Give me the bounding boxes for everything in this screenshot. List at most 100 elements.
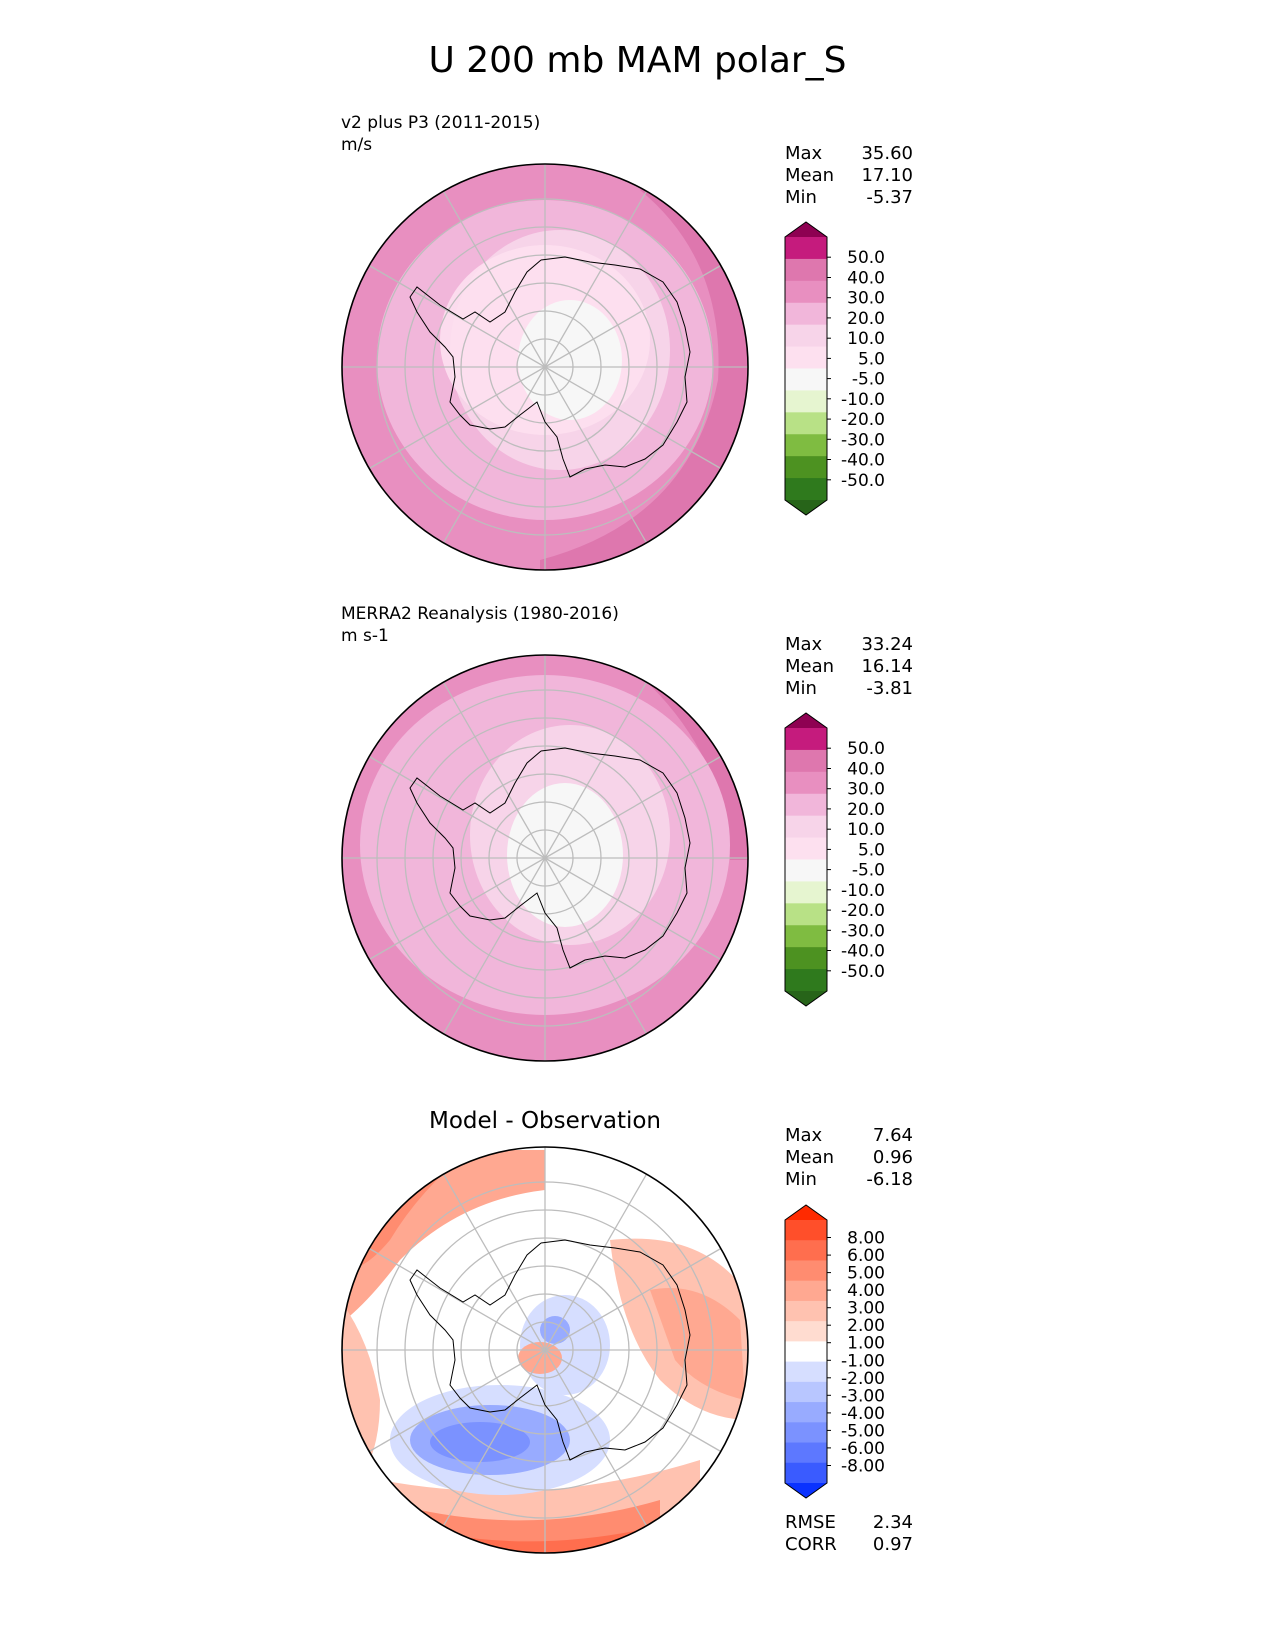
colorbar-segment bbox=[785, 1341, 827, 1363]
map-boundary bbox=[341, 654, 749, 1062]
colorbar-tick-label: -4.00 bbox=[841, 1404, 885, 1424]
colorbar-tick-label: -5.0 bbox=[852, 861, 885, 881]
colorbar-tick-label: 20.0 bbox=[847, 309, 885, 329]
figure-title: U 200 mb MAM polar_S bbox=[428, 40, 847, 81]
colorbar-tick-label: 40.0 bbox=[847, 269, 885, 289]
panel2-units: m s-1 bbox=[341, 626, 389, 646]
colorbar-outline bbox=[784, 712, 828, 1007]
rmse-label: RMSE bbox=[785, 1512, 836, 1533]
colorbar-segment bbox=[785, 881, 827, 904]
colorbar-tick-label: -8.00 bbox=[841, 1457, 885, 1477]
rmse-value: 2.34 bbox=[872, 1512, 913, 1533]
meridian-gridline bbox=[544, 190, 648, 368]
colorbar-segment bbox=[785, 237, 827, 260]
meridian-gridline bbox=[442, 190, 546, 368]
colorbar-tick-label: -1.00 bbox=[841, 1351, 885, 1371]
colorbar-tick-label: 20.0 bbox=[847, 800, 885, 820]
meridian-gridline bbox=[544, 755, 722, 859]
colorbar-outline bbox=[784, 1204, 828, 1499]
colorbar-tick-label: 2.00 bbox=[847, 1316, 885, 1336]
panel1-title-line1: v2 plus P3 (2011-2015) bbox=[341, 113, 541, 133]
antarctica-coast bbox=[409, 1239, 691, 1461]
colorbar-segment bbox=[785, 815, 827, 839]
colorbar-segment bbox=[785, 947, 827, 970]
meridian-gridline bbox=[544, 366, 648, 544]
corr-label: CORR bbox=[785, 1534, 837, 1555]
colorbar-segment bbox=[785, 1280, 827, 1302]
stat-label: Mean bbox=[785, 1147, 835, 1168]
meridian-gridline bbox=[544, 366, 722, 470]
map-gridlines bbox=[342, 164, 748, 1553]
stat-label: Max bbox=[785, 143, 823, 164]
meridian-gridline bbox=[368, 264, 546, 368]
meridian-gridline bbox=[544, 857, 648, 1035]
colorbars: 50.040.030.020.010.05.0-5.0-10.0-20.0-30… bbox=[784, 221, 885, 1499]
colorbar-segment bbox=[785, 456, 827, 479]
colorbar-extend-top bbox=[785, 713, 827, 728]
colorbar-extend-top bbox=[785, 1205, 827, 1220]
colorbar-segment bbox=[785, 412, 827, 435]
meridian-gridline bbox=[544, 1349, 648, 1527]
meridian-gridline bbox=[544, 264, 722, 368]
meridian-gridline bbox=[442, 681, 546, 859]
colorbar-tick-label: -10.0 bbox=[841, 390, 885, 410]
antarctica-coast bbox=[409, 256, 691, 478]
colorbar-segment bbox=[785, 903, 827, 926]
colorbar-tick-label: -50.0 bbox=[841, 471, 885, 491]
stat-label: Mean bbox=[785, 165, 835, 186]
colorbar-tick-label: 40.0 bbox=[847, 760, 885, 780]
colorbar-tick-label: -6.00 bbox=[841, 1439, 885, 1459]
stat-value: -6.18 bbox=[866, 1169, 913, 1190]
colorbar-tick-label: 10.0 bbox=[847, 820, 885, 840]
meridian-gridline bbox=[368, 1247, 546, 1351]
colorbar-tick-label: -30.0 bbox=[841, 921, 885, 941]
meridian-gridline bbox=[544, 681, 648, 859]
colorbar-segment bbox=[785, 925, 827, 948]
colorbar-tick-label: -10.0 bbox=[841, 881, 885, 901]
stat-label: Min bbox=[785, 1169, 817, 1190]
map-outlines bbox=[341, 163, 749, 1554]
colorbar-tick-label: -30.0 bbox=[841, 430, 885, 450]
panel2-title-line1: MERRA2 Reanalysis (1980-2016) bbox=[341, 604, 619, 624]
colorbar-segment bbox=[785, 258, 827, 282]
colorbar-segment bbox=[785, 368, 827, 392]
colorbar-tick-label: 3.00 bbox=[847, 1299, 885, 1319]
antarctica-coastline bbox=[409, 256, 691, 1461]
colorbar-segment bbox=[785, 728, 827, 751]
colorbar-tick-label: -40.0 bbox=[841, 942, 885, 962]
meridian-gridline bbox=[544, 1349, 722, 1453]
stat-value: 35.60 bbox=[861, 143, 913, 164]
colorbar-tick-label: 8.00 bbox=[847, 1229, 885, 1249]
stat-value: 0.96 bbox=[872, 1147, 913, 1168]
map-boundary bbox=[341, 1146, 749, 1554]
stat-label: Max bbox=[785, 1125, 823, 1146]
colorbar-tick-label: 5.0 bbox=[858, 840, 885, 860]
colorbar-segment bbox=[785, 1442, 827, 1464]
meridian-gridline bbox=[368, 857, 546, 961]
panel1-stats: Max 35.60 Mean 17.10 Min -5.37 bbox=[785, 143, 913, 209]
stat-value: -3.81 bbox=[866, 678, 913, 699]
colorbar-tick-label: 5.0 bbox=[858, 349, 885, 369]
panel1-title: v2 plus P3 (2011-2015) m/s bbox=[341, 112, 540, 156]
colorbar-segment bbox=[785, 771, 827, 795]
colorbar-segment bbox=[785, 324, 827, 348]
colorbar-segment bbox=[785, 793, 827, 817]
colorbar-tick-label: 50.0 bbox=[847, 739, 885, 759]
meridian-gridline bbox=[442, 1349, 546, 1527]
colorbar-outline bbox=[784, 221, 828, 516]
map-boundary bbox=[341, 163, 749, 571]
meridian-gridline bbox=[368, 1349, 546, 1453]
panel1-units: m/s bbox=[341, 135, 373, 155]
stat-label: Max bbox=[785, 634, 823, 655]
colorbar-segment bbox=[785, 434, 827, 457]
colorbar-segment bbox=[785, 280, 827, 304]
colorbar-tick-label: 30.0 bbox=[847, 289, 885, 309]
panel2-stats: Max 33.24 Mean 16.14 Min -3.81 bbox=[785, 634, 913, 700]
colorbar-tick-label: 4.00 bbox=[847, 1281, 885, 1301]
colorbar-tick-label: -20.0 bbox=[841, 901, 885, 921]
colorbar-tick-label: 5.00 bbox=[847, 1264, 885, 1284]
colorbar-segment bbox=[785, 859, 827, 883]
colorbar-tick-label: -5.0 bbox=[852, 370, 885, 390]
colorbar-tick-label: -20.0 bbox=[841, 410, 885, 430]
